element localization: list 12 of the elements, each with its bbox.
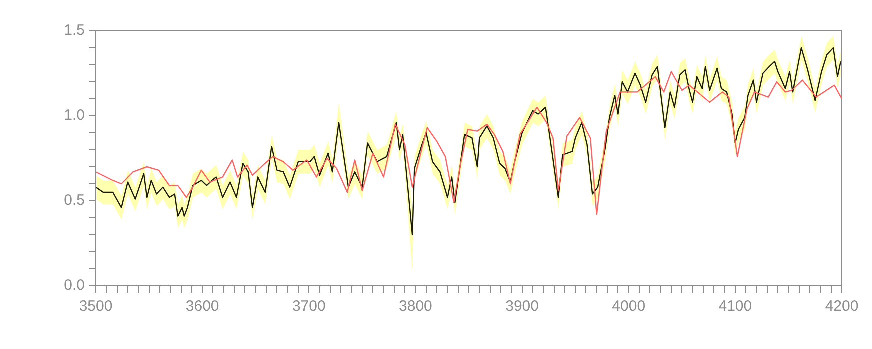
y-tick-label: 0.5 [64, 192, 85, 210]
y-tick-label: 0.0 [64, 277, 85, 294]
x-tick-label: 3500 [79, 298, 113, 316]
x-tick-label: 3900 [506, 298, 539, 316]
x-tick-label: 4000 [612, 298, 646, 316]
y-tick-label: 1.0 [64, 107, 85, 124]
x-tick-label: 3700 [292, 298, 326, 316]
y-tick-label: 1.5 [64, 22, 85, 40]
x-tick-label: 4100 [718, 298, 752, 316]
x-tick-label: 3600 [186, 298, 220, 316]
x-tick-label: 4200 [825, 298, 859, 316]
x-tick-label: 3800 [399, 298, 432, 316]
